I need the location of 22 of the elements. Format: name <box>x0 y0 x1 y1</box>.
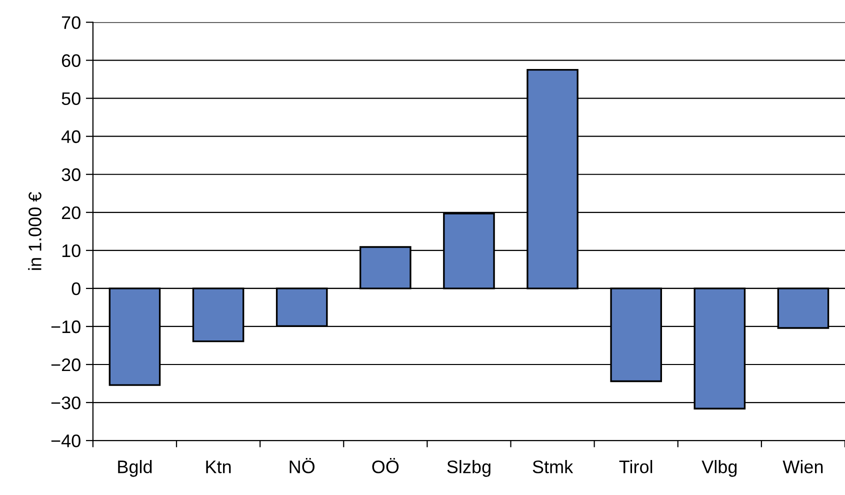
x-tick-label: OÖ <box>372 458 399 474</box>
x-tick-label: Stmk <box>532 460 574 474</box>
y-tick-label: −40 <box>51 434 80 448</box>
x-tick-label: Ktn <box>206 460 231 474</box>
x-tick-label: Vlbg <box>702 460 737 477</box>
x-tick-label: Bgld <box>118 460 152 477</box>
y-tick-label: 60 <box>62 54 80 68</box>
y-tick-label: 10 <box>62 244 80 258</box>
y-tick-label: 0 <box>72 282 80 296</box>
x-tick-label: Tirol <box>619 460 652 474</box>
y-tick-label: 50 <box>62 92 80 106</box>
x-tick-label: Slzbg <box>447 460 490 477</box>
x-tick-label: Wien <box>782 460 823 474</box>
y-tick-label: −10 <box>51 320 80 334</box>
y-axis-title: in 1.000 € <box>28 192 42 270</box>
y-tick-label: 20 <box>62 206 80 220</box>
y-tick-label: 70 <box>62 16 80 29</box>
x-tick-label: NÖ <box>290 458 315 474</box>
y-tick-label: 30 <box>62 168 80 182</box>
y-tick-label: 40 <box>61 130 80 144</box>
y-tick-label: −30 <box>51 396 80 410</box>
y-tick-label: −20 <box>51 358 80 372</box>
